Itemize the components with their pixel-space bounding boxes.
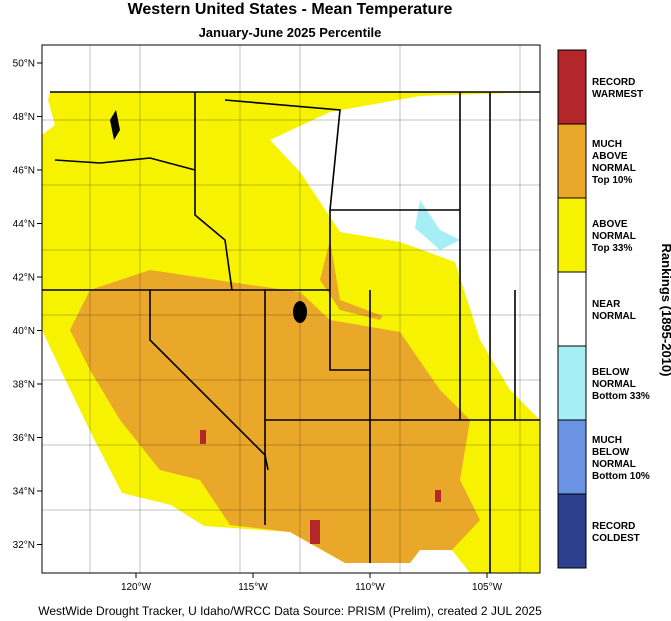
lon-label: 115°W — [238, 582, 268, 593]
legend-label: MUCH — [592, 435, 622, 446]
legend-swatch — [557, 271, 587, 347]
region-record-warm — [310, 520, 320, 544]
lat-label: 44°N — [13, 219, 35, 230]
lat-label: 36°N — [13, 433, 35, 444]
lat-label: 32°N — [13, 540, 35, 551]
lat-label: 46°N — [13, 166, 35, 177]
lat-label: 40°N — [13, 326, 35, 337]
legend-label: NORMAL — [592, 459, 636, 470]
legend-swatch — [557, 197, 587, 273]
legend-label: BELOW — [592, 447, 630, 458]
legend-swatch — [557, 345, 587, 421]
legend-label: RECORD — [592, 77, 635, 88]
lat-label: 38°N — [13, 380, 35, 391]
lat-label: 34°N — [13, 487, 35, 498]
region-below-normal — [415, 200, 460, 250]
legend-label: NORMAL — [592, 311, 636, 322]
legend-label: Bottom 33% — [592, 391, 650, 402]
legend-label: NORMAL — [592, 163, 636, 174]
legend-label: MUCH — [592, 139, 622, 150]
map-frame — [41, 44, 541, 574]
lat-label: 50°N — [13, 59, 35, 70]
legend-swatch — [557, 419, 587, 495]
lon-label: 110°W — [355, 582, 385, 593]
legend-swatch — [557, 49, 587, 125]
legend-swatch — [557, 493, 587, 569]
legend-label: BELOW — [592, 367, 630, 378]
legend-swatch — [557, 123, 587, 199]
legend-label: NORMAL — [592, 379, 636, 390]
region-record-warm — [200, 430, 206, 444]
legend-label: ABOVE — [592, 151, 628, 162]
subtitle: January-June 2025 Percentile — [199, 25, 382, 40]
title: Western United States - Mean Temperature — [128, 1, 453, 18]
legend-label: WARMEST — [592, 89, 643, 100]
region-near-normal — [270, 92, 540, 420]
great-salt-lake — [293, 301, 307, 323]
footer: WestWide Drought Tracker, U Idaho/WRCC D… — [38, 604, 542, 618]
legend-label: Top 10% — [592, 175, 632, 186]
lon-label: 105°W — [472, 582, 503, 593]
legend-label: RECORD — [592, 521, 635, 532]
lon-label: 120°W — [121, 582, 152, 593]
region-much-above — [70, 270, 480, 563]
legend-label: NEAR — [592, 299, 621, 310]
state-borders — [42, 91, 540, 573]
legend-label: COLDEST — [592, 533, 640, 544]
legend-label: Bottom 10% — [592, 471, 650, 482]
lat-label: 48°N — [13, 112, 35, 123]
puget-sound — [110, 110, 120, 140]
legend-label: NORMAL — [592, 231, 636, 242]
region-record-warm — [435, 490, 441, 502]
legend-label: Top 33% — [592, 243, 632, 254]
lat-label: 42°N — [13, 273, 35, 284]
map-area — [42, 45, 540, 573]
legend-label: ABOVE — [592, 219, 628, 230]
legend-title: Rankings (1895-2010) — [659, 244, 671, 377]
